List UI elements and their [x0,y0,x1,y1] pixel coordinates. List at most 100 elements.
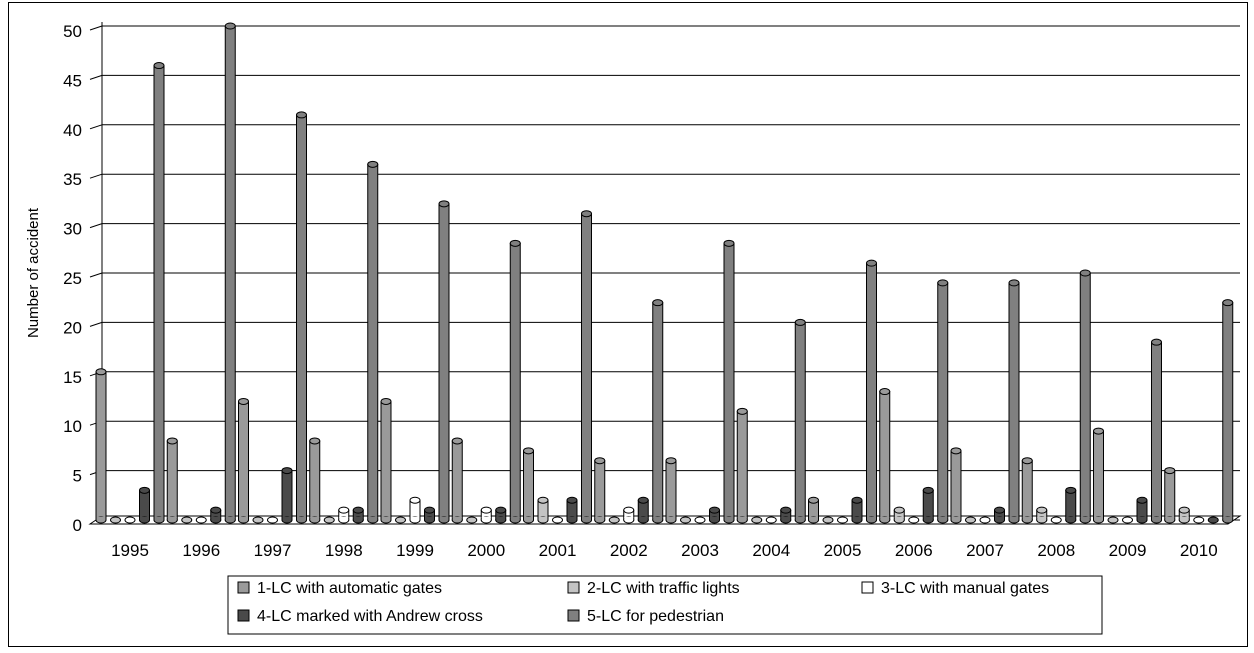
bar-body [652,302,664,521]
bar-body [139,489,150,521]
y-tick-label: 5 [73,467,82,486]
bar-top [851,496,863,504]
bar [1151,338,1162,524]
bar [424,506,435,524]
bar-top [908,516,920,524]
bar-top [893,506,905,514]
bar [837,516,848,524]
bar-top [409,496,421,504]
bar-base-fill [282,517,292,520]
bar [822,516,834,524]
bar [409,496,421,524]
y-tick-label: 20 [63,318,82,337]
gridline-diagonal [89,25,103,31]
bar-base-fill [781,517,791,520]
y-tick-label: 50 [63,22,82,41]
x-tick-label: 2010 [1180,541,1218,560]
bar [637,496,649,524]
bar-body [523,450,534,521]
bar-body [1164,470,1176,521]
bar-top [1122,516,1133,524]
bar [238,397,249,524]
bar-body [380,400,392,521]
bar [1193,516,1205,524]
x-tick-label: 1997 [254,541,292,560]
bar-base-fill [140,517,149,520]
bar-top [780,506,792,514]
bar-base-fill [938,517,948,520]
bar-base-fill [1009,517,1019,520]
bar-top [694,516,706,524]
bar-top [338,506,350,514]
x-tick-label: 2008 [1037,541,1075,560]
bar-body [950,450,962,521]
gridline-diagonal [89,272,103,278]
bar-top [238,397,249,405]
x-tick-label: 1996 [182,541,220,560]
bar-base-fill [297,517,306,520]
bar-base-fill [638,517,648,520]
chart-frame [8,2,1248,647]
legend: 1-LC with automatic gates 2-LC with traff… [227,575,1103,635]
bar-base-fill [167,517,177,520]
bar [893,506,905,524]
bar-top [309,437,321,445]
x-tick-label: 2006 [895,541,933,560]
bar-body [224,25,236,521]
bar-body [1093,430,1104,521]
bar [1079,269,1091,524]
bar-body [296,114,307,521]
bar [581,210,592,524]
bar [1065,486,1077,524]
gridlines [89,22,1240,525]
bar-top [1222,299,1234,307]
bar-top [380,397,392,405]
bar-top [139,486,150,494]
bar-base-fill [496,517,506,520]
bar [166,437,178,524]
bar-top [110,516,121,524]
bar-body [166,440,178,521]
bar-body [937,282,949,521]
bar-body [1151,341,1162,521]
bar [794,318,806,524]
bar-base-fill [867,517,876,520]
bar-base-fill [1223,517,1233,520]
bar [367,160,379,524]
bar-top [994,506,1005,514]
legend-label: 1-LC with automatic gates [257,580,442,597]
bar-base-fill [582,517,591,520]
bar-top [395,516,406,524]
bar-top [367,160,379,168]
x-tick-label: 2005 [824,541,862,560]
gridline-diagonal [89,321,103,327]
bar-top [1207,516,1219,524]
legend-label: 5-LC for pedestrian [587,608,724,625]
legend-swatch [567,609,580,622]
bar-base-fill [923,517,933,520]
bar [1164,467,1176,524]
bar-base-fill [1094,517,1103,520]
y-tick-label: 25 [63,269,82,288]
bar-base-fill [353,517,363,520]
bar-base-fill [710,517,719,520]
y-tick-label: 30 [63,220,82,239]
bar-top [866,259,877,267]
y-tick-label: 45 [63,71,82,90]
bar-top [210,506,222,514]
bar-top [922,486,934,494]
bar-base-fill [624,517,634,520]
bar-body [509,242,521,521]
legend-item: 2-LC with traffic lights [567,580,740,597]
bar-top [822,516,834,524]
bar-base-fill [225,517,235,520]
x-tick-label: 2001 [539,541,577,560]
legend-swatch [237,609,250,622]
bar-top [608,516,620,524]
bar-top [566,496,578,504]
bar [267,516,278,524]
bar [224,22,236,524]
bar-base-fill [951,517,961,520]
gridline-diagonal [89,223,103,229]
bar-body [451,440,463,521]
